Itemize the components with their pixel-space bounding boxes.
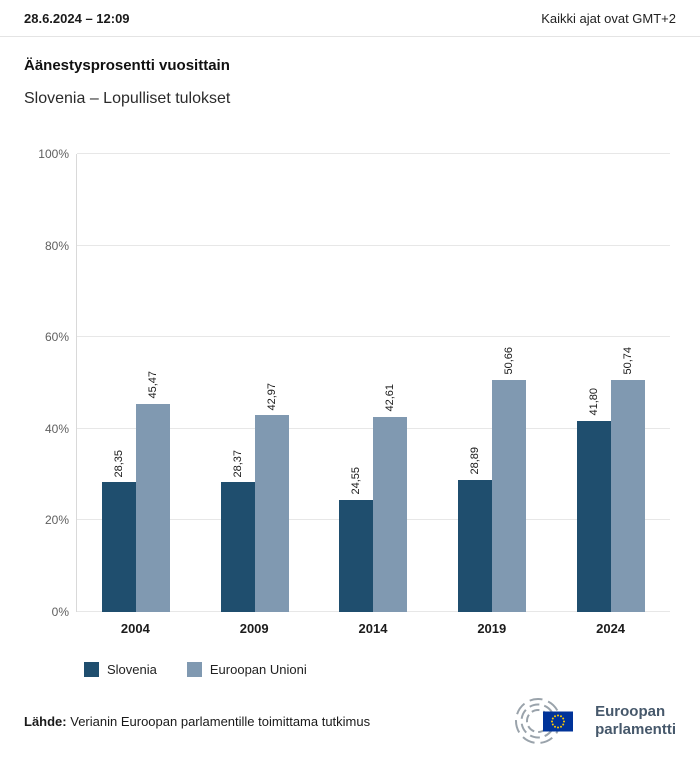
legend-label: Euroopan Unioni [209,662,307,677]
plot-area: 0% 20% 40% 60% 80% 100% 28,35 45,47 28,37 42,97 24… [38,147,670,619]
bar-value-label: 28,89 [469,447,482,475]
bar-slovenia-2009[interactable] [220,482,255,612]
bar-euroopan-unioni-2009[interactable] [254,415,289,612]
bar-value-label: 24,55 [350,467,363,495]
x-axis-label: 2019 [477,621,507,636]
page-subtitle: Slovenia – Lopulliset tulokset [24,90,231,107]
logo-text-line1: Euroopan [595,703,666,721]
legend-item: Euroopan Unioni [186,662,307,677]
x-axis-labels: 2004 2009 2014 2019 2024 [76,612,670,636]
bar-value-label: 50,74 [621,347,634,375]
bar-value-label: 42,97 [265,382,278,411]
bar-slovenia-2004[interactable] [102,482,137,612]
logo-text-line2: parlamentti [595,721,676,738]
bar-euroopan-unioni-2019[interactable] [492,379,527,612]
legend: Slovenia Euroopan Unioni [84,662,700,677]
bar-value-label: 50,66 [503,347,516,375]
bar-column: 28,89 [458,447,493,612]
bar-group-2024: 41,80 50,74 [576,347,645,612]
source-label: Lähde: [24,713,67,729]
y-axis-tick: 20% [44,513,69,528]
bar-slovenia-2014[interactable] [339,499,374,612]
y-axis-tick: 100% [38,147,69,161]
x-axis-label: 2009 [239,621,269,636]
y-axis-tick: 80% [44,238,69,253]
bar-groups: 28,35 45,47 28,37 42,97 24,55 42,61 28,89 50,66… [77,154,670,612]
source-text: Verianin Euroopan parlamentille toimitta… [70,713,371,729]
gridline: 100% [38,147,670,161]
bar-slovenia-2019[interactable] [458,479,493,612]
legend-item: Slovenia [84,662,157,677]
y-axis-tick: 60% [44,330,69,345]
logo-text: Euroopan parlamentti [595,703,676,738]
legend-label: Slovenia [107,662,157,677]
turnout-bar-chart: 0% 20% 40% 60% 80% 100% 28,35 45,47 28,37 42,97 24… [24,147,670,636]
european-parliament-logo: Euroopan parlamentti [512,695,676,747]
bar-column: 41,80 [576,388,611,612]
x-axis-label: 2024 [596,621,626,636]
bar-column: 28,37 [220,449,255,612]
gridline: 80% [45,239,670,253]
bar-value-label: 28,37 [231,449,244,478]
x-axis-label: 2014 [358,621,388,636]
legend-swatch [186,662,202,677]
bar-column: 42,61 [373,384,408,612]
eu-flag-icon [543,711,574,732]
legend-swatch [84,662,99,677]
page-title: Äänestysprosentti vuosittain [24,57,230,74]
bar-column: 45,47 [136,371,171,612]
bar-group-2019: 28,89 50,66 [458,347,527,612]
x-axis-label: 2004 [120,621,150,636]
bar-group-2004: 28,35 45,47 [102,371,171,612]
bar-group-2014: 24,55 42,61 [339,384,408,612]
bar-column: 50,74 [610,347,645,612]
y-axis-tick: 0% [51,605,69,619]
bar-value-label: 45,47 [147,371,160,399]
bar-slovenia-2024[interactable] [576,420,611,612]
footer: Lähde: Verianin Euroopan parlamentille t… [0,695,700,747]
bar-euroopan-unioni-2024[interactable] [610,379,645,612]
y-axis-tick: 40% [44,421,69,436]
bar-euroopan-unioni-2014[interactable] [373,416,408,612]
datetime-text: 28.6.2024 – 12:09 [24,11,130,26]
bar-column: 28,35 [102,449,137,612]
parliament-hemicycle-icon [515,698,574,744]
bar-value-label: 28,35 [113,449,126,478]
bar-euroopan-unioni-2004[interactable] [136,403,171,612]
bar-column: 24,55 [339,467,374,612]
timezone-note: Kaikki ajat ovat GMT+2 [541,11,676,26]
top-bar: 28.6.2024 – 12:09 Kaikki ajat ovat GMT+2 [0,0,700,37]
bar-value-label: 41,80 [587,388,600,416]
bar-column: 50,66 [492,347,527,612]
bar-value-label: 42,61 [384,384,397,412]
bar-column: 42,97 [254,382,289,612]
title-block: Äänestysprosentti vuosittain Slovenia – … [0,37,700,108]
gridline: 60% [45,330,670,344]
source-note: Lähde: Verianin Euroopan parlamentille t… [24,714,370,729]
bar-group-2009: 28,37 42,97 [220,382,289,612]
